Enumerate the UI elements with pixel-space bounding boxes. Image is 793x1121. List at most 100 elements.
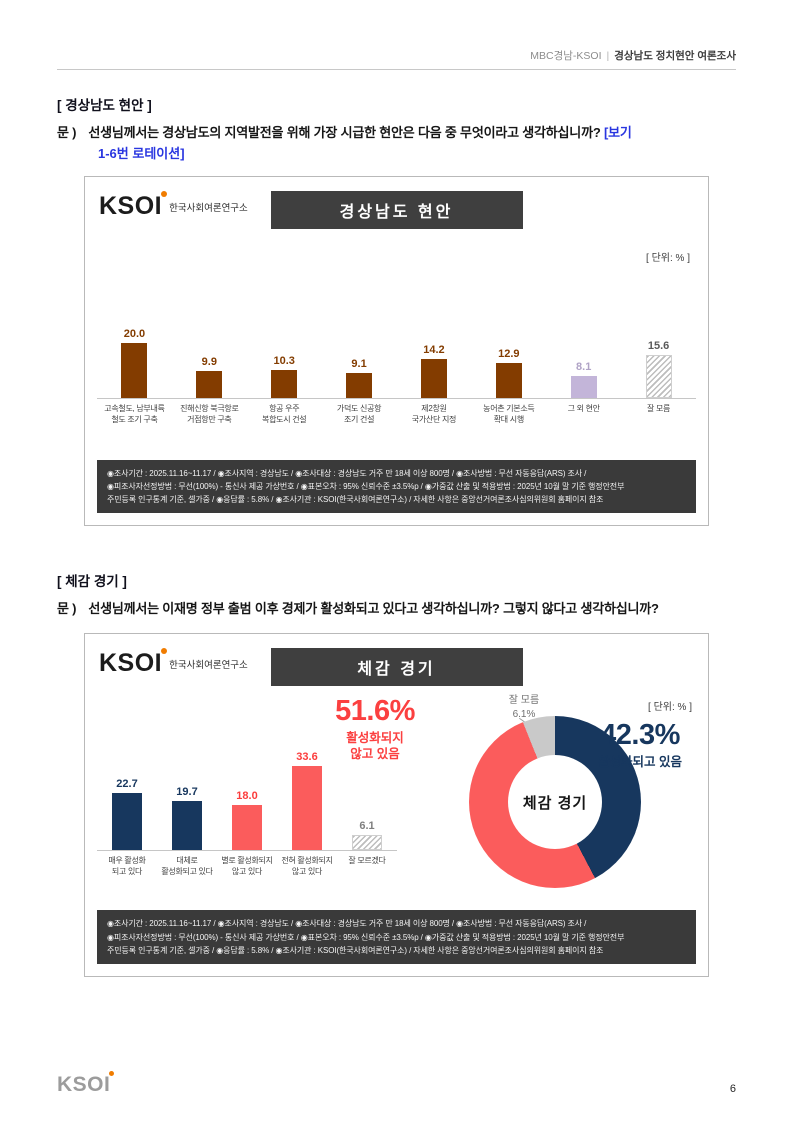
ksoi-logo-letters: KSOI (99, 649, 163, 678)
bar (570, 376, 597, 399)
ksoi-logo-subtitle: 한국사회여론연구소 (169, 659, 248, 671)
question-text: 선생님께서는 이재명 정부 출범 이후 경제가 활성화되고 있다고 생각하십니까… (88, 601, 659, 617)
bar-column: 14.2 (397, 344, 472, 399)
doc-header: MBC경남-KSOI | 경상남도 정치현안 여론조사 (57, 48, 736, 70)
donut-center-label: 체감 경기 (508, 755, 602, 850)
ksoi-logo: KSOI 한국사회여론연구소 (99, 191, 248, 221)
ksoi-logo-letters: KSOI (99, 192, 163, 221)
question-note-part1: [보기 (604, 125, 632, 140)
bar-value-label: 18.0 (236, 790, 258, 803)
chart2-bar-chart: 22.7 19.7 18.0 33.6 6.1 매우 활성화 되고 있다 대체로 활성화되고 있… (97, 750, 397, 878)
chart-card-economy: KSOI 한국사회여론연구소 체감 경기 [ 단위: % ] 22.7 19.7 1… (84, 633, 709, 977)
bar-category-label: 가덕도 신공항 조기 건설 (336, 404, 382, 424)
bar-column: 9.9 (172, 356, 247, 399)
bar-category-label: 항공 우주 복합도시 건설 (262, 404, 307, 424)
footnote-line: ◉조사기간 : 2025.11.16~11.17 / ◉조사지역 : 경상남도 … (107, 919, 587, 929)
bar (232, 805, 262, 851)
bar-value-label: 8.1 (576, 361, 592, 374)
bar-value-label: 14.2 (423, 344, 445, 357)
footnote-line: ◉피조사자선정방법 : 무선(100%) - 통신사 제공 가상번호 / ◉표본… (107, 932, 625, 942)
section1-question: 문 ) 선생님께서는 경상남도의 지역발전을 위해 가장 시급한 현안은 다음 중… (57, 123, 736, 143)
ksoi-logo: KSOI 한국사회여론연구소 (99, 648, 248, 678)
ksoi-logo-dot-icon (161, 648, 168, 655)
not-activated-label-line1: 활성화되지 (346, 730, 404, 745)
question-prefix: 문 ) (57, 601, 77, 617)
bar-value-label: 9.9 (201, 356, 217, 369)
ksoi-logo-text: KSOI (99, 191, 168, 221)
header-separator: | (606, 50, 610, 62)
bar-value-label: 10.3 (273, 355, 295, 368)
bar-category-label: 잘 모름 (647, 404, 671, 414)
bar (645, 355, 672, 399)
bar-category-label: 대체로 활성화되고 있다 (161, 856, 213, 877)
bar-value-label: 12.9 (498, 348, 520, 361)
section2-heading: [ 체감 경기 ] (57, 574, 127, 590)
chart-card-issues: KSOI 한국사회여론연구소 경상남도 현안 [ 단위: % ] 20.0 9.9… (84, 176, 709, 527)
bar-column: 18.0 (217, 790, 277, 851)
chart1-unit-label: [ 단위: % ] (646, 253, 690, 265)
bar-value-label: 6.1 (359, 820, 375, 833)
bar-value-label: 33.6 (296, 751, 318, 764)
chart1-card-head: KSOI 한국사회여론연구소 경상남도 현안 (97, 189, 696, 235)
not-activated-label-line2: 않고 있음 (350, 747, 400, 762)
bar-value-label: 19.7 (176, 786, 198, 799)
activated-percent: 42.3% (600, 719, 680, 752)
page-number: 6 (729, 1083, 736, 1095)
bar (172, 801, 202, 851)
ksoi-logo-dot-icon (161, 191, 168, 198)
chart2-methodology-note: ◉조사기간 : 2025.11.16~11.17 / ◉조사지역 : 경상남도 … (97, 910, 696, 964)
bar-category-label: 농어촌 기본소득 확대 시행 (483, 404, 535, 424)
page-footer: KSOI 6 (57, 1071, 736, 1096)
bar-category-label: 별로 활성화되지 않고 있다 (221, 856, 273, 877)
bar (420, 359, 447, 399)
question-prefix: 문 ) (57, 125, 77, 140)
dont-know-label: 잘 모름 (508, 695, 540, 707)
bar (196, 371, 223, 399)
section-economy: [ 체감 경기 ] 문 ) 선생님께서는 이재명 정부 출범 이후 경제가 활성화… (57, 570, 736, 619)
bar-column: 20.0 (97, 328, 172, 399)
bar (292, 766, 322, 851)
dont-know-percent: 6.1% (512, 708, 536, 720)
bar-column: 33.6 (277, 751, 337, 851)
not-activated-percent: 51.6% (335, 695, 415, 728)
footer-ksoi-logo: KSOI (57, 1071, 115, 1096)
bar-category-label: 매우 활성화 되고 있다 (108, 856, 146, 877)
bar-value-label: 20.0 (123, 328, 146, 341)
bar-value-label: 15.6 (647, 340, 670, 353)
header-title: 경상남도 정치현안 여론조사 (614, 50, 736, 62)
chart1-bar-chart: 20.0 9.9 10.3 9.1 14.2 12.9 8.1 15.6 고속철도, 남부내륙 철… (97, 322, 696, 426)
question-note-part2: 1-6번 로테이션] (98, 146, 185, 162)
bar (346, 373, 373, 399)
chart1-title: 경상남도 현안 (270, 191, 523, 230)
footnote-line: 주민등록 인구통계 기준, 셀가중 / ◉응답률 : 5.8% / ◉조사기관 … (107, 495, 604, 505)
question-text: 선생님께서는 경상남도의 지역발전을 위해 가장 시급한 현안은 다음 중 무엇… (88, 125, 601, 140)
bar-column: 22.7 (97, 778, 157, 851)
ksoi-logo-text: KSOI (99, 648, 168, 678)
bar (495, 363, 522, 399)
ksoi-logo-subtitle: 한국사회여론연구소 (169, 202, 248, 214)
bar-value-label: 9.1 (351, 358, 367, 371)
section-gyeongnam-issues: [ 경상남도 현안 ] 문 ) 선생님께서는 경상남도의 지역발전을 위해 가장 … (57, 94, 736, 162)
bar-column: 10.3 (247, 355, 322, 399)
footnote-line: 주민등록 인구통계 기준, 셀가중 / ◉응답률 : 5.8% / ◉조사기관 … (107, 945, 604, 955)
bar-column: 15.6 (621, 340, 696, 399)
bar-column: 12.9 (471, 348, 546, 399)
chart2-unit-label: [ 단위: % ] (648, 702, 692, 714)
bar-category-label: 진해신항 북극항로 거점항만 구축 (180, 404, 239, 424)
chart2-title: 체감 경기 (270, 648, 523, 687)
bar (112, 793, 142, 851)
economy-chart-body: [ 단위: % ] 22.7 19.7 18.0 33.6 6.1 매우 활성화 되고 있다… (97, 694, 696, 896)
footer-logo-letters: KSOI (57, 1073, 111, 1096)
bar-column: 8.1 (546, 361, 621, 399)
header-source: MBC경남-KSOI (530, 50, 602, 62)
callout-activated: 42.3% 활성화되고 있음 (585, 720, 695, 770)
bar (352, 835, 382, 851)
bar (271, 370, 298, 399)
bar-value-label: 22.7 (116, 778, 138, 791)
activated-label: 활성화되고 있음 (598, 754, 682, 769)
bar-column: 19.7 (157, 786, 217, 851)
section2-question: 문 ) 선생님께서는 이재명 정부 출범 이후 경제가 활성화되고 있다고 생각하… (57, 599, 736, 619)
